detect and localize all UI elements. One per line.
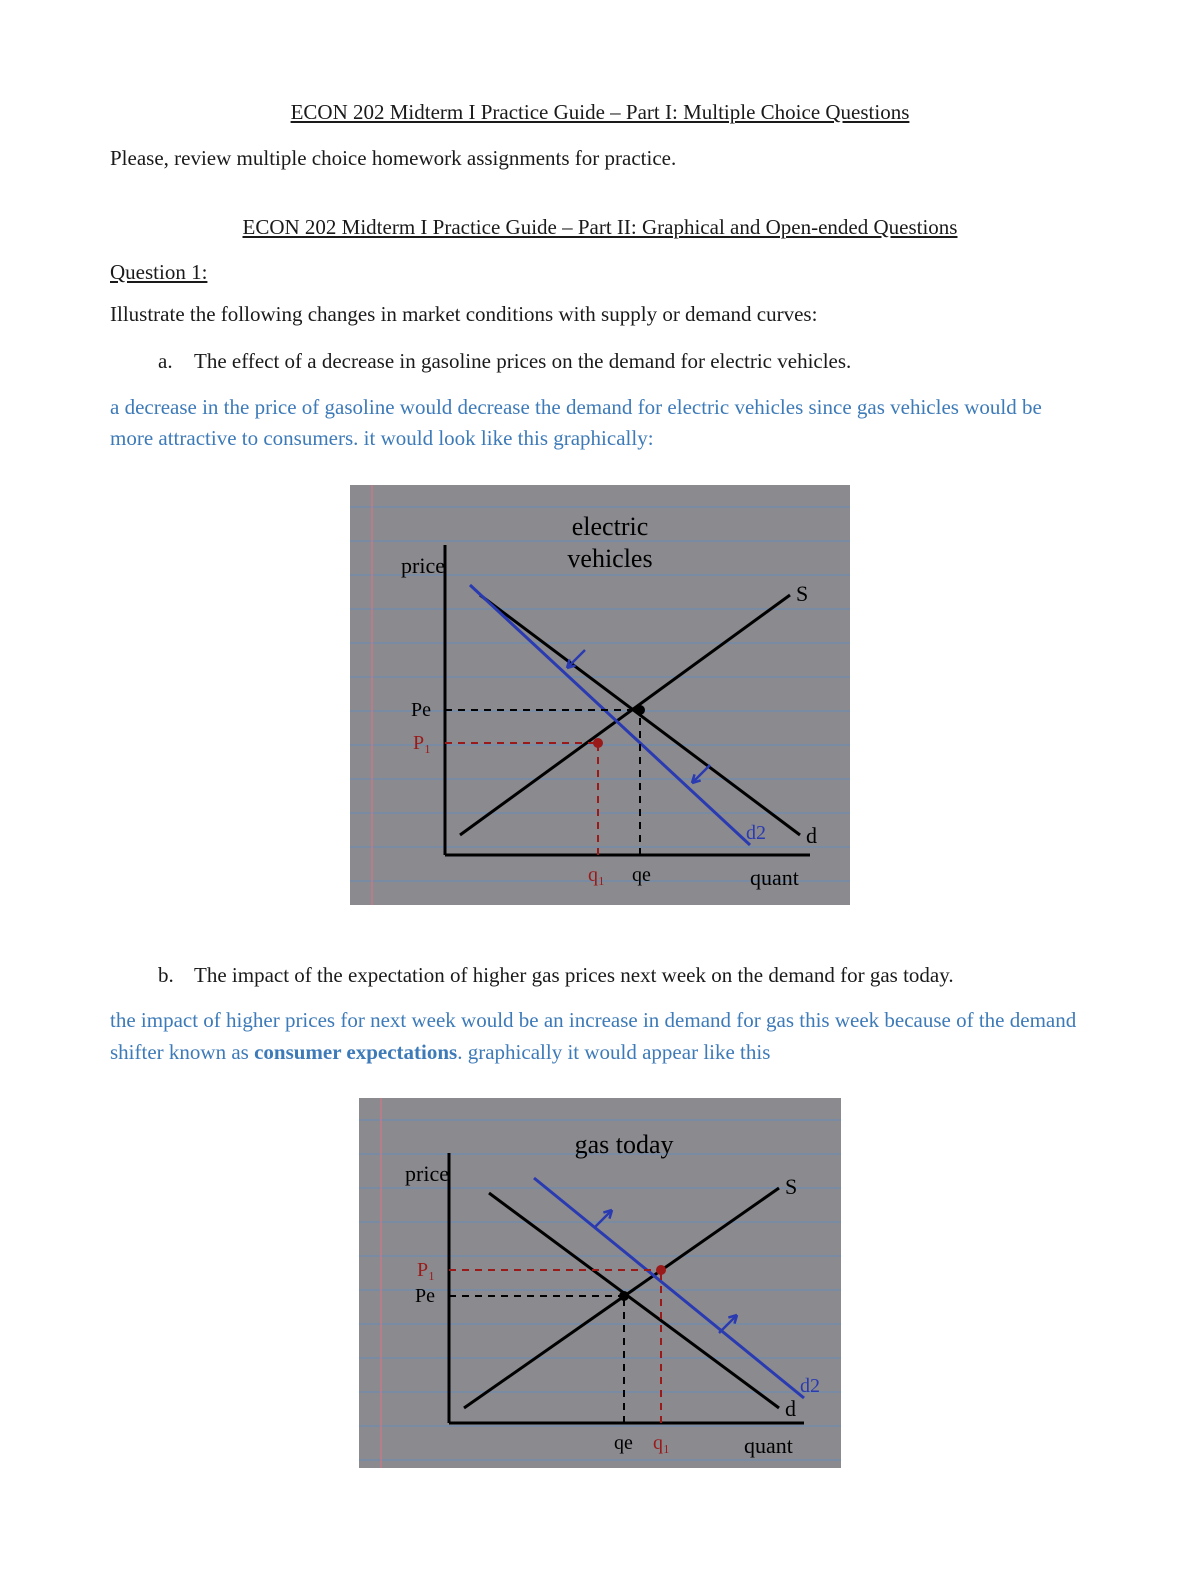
item-text: The effect of a decrease in gasoline pri… [194,346,851,378]
heading-part1: ECON 202 Midterm I Practice Guide – Part… [110,100,1090,125]
graph-b-wrap: gas today price quant Sdd2 P₁ Pe qe q₁ [110,1098,1090,1473]
question-1-prompt: Illustrate the following changes in mark… [110,299,1090,331]
svg-text:quant: quant [744,1433,793,1458]
svg-text:d2: d2 [800,1375,820,1397]
heading-part2: ECON 202 Midterm I Practice Guide – Part… [110,215,1090,240]
intro-text: Please, review multiple choice homework … [110,143,1090,175]
svg-text:d: d [785,1396,796,1421]
svg-text:vehicles: vehicles [567,544,652,573]
answer-1a: a decrease in the price of gasoline woul… [110,392,1090,455]
svg-text:d2: d2 [746,822,766,844]
graph-a-wrap: electric vehicles price quant Sd d2 Pe P₁ q₁ qe [110,485,1090,910]
answer-text-2: . graphically it would appear like this [457,1040,770,1064]
svg-text:P₁: P₁ [413,732,431,754]
svg-text:d: d [806,823,817,848]
svg-text:S: S [796,581,808,606]
svg-text:qe: qe [614,1432,633,1454]
question-1a: a. The effect of a decrease in gasoline … [158,346,1090,378]
item-letter: b. [158,960,180,992]
answer-1b: the impact of higher prices for next wee… [110,1005,1090,1068]
svg-text:S: S [785,1174,797,1199]
svg-text:gas today: gas today [575,1130,674,1159]
svg-text:Pe: Pe [415,1285,435,1307]
svg-text:qe: qe [632,864,651,886]
svg-text:electric: electric [572,512,649,541]
svg-text:P₁: P₁ [417,1259,435,1281]
svg-text:quant: quant [750,865,799,890]
answer-bold: consumer expectations [254,1040,457,1064]
svg-text:q₁: q₁ [653,1432,670,1454]
item-text: The impact of the expectation of higher … [194,960,954,992]
question-1b: b. The impact of the expectation of high… [158,960,1090,992]
svg-text:price: price [401,553,445,578]
svg-text:q₁: q₁ [588,864,605,886]
document-page: ECON 202 Midterm I Practice Guide – Part… [0,0,1200,1583]
question-1-label: Question 1: [110,260,1090,285]
graph-gas-today: gas today price quant Sdd2 P₁ Pe qe q₁ [359,1098,841,1468]
item-letter: a. [158,346,180,378]
svg-text:price: price [405,1161,449,1186]
graph-electric-vehicles: electric vehicles price quant Sd d2 Pe P₁ q₁ qe [350,485,850,905]
svg-text:Pe: Pe [411,699,431,721]
